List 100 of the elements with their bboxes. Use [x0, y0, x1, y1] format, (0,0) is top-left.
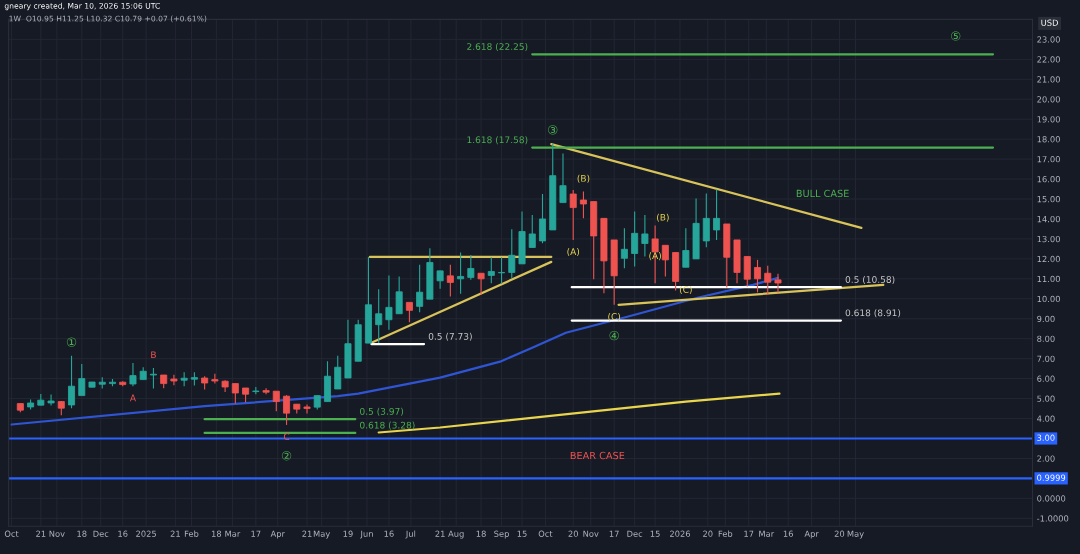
candlestick [303, 404, 311, 415]
x-tick-label: 16 [783, 530, 793, 537]
y-tick-label: 11.00 [1037, 275, 1060, 283]
candlestick [702, 192, 710, 248]
candlestick [283, 394, 291, 426]
candlestick [334, 355, 342, 390]
y-tick-label: -1.0000 [1037, 515, 1069, 522]
candlestick [170, 374, 178, 386]
candlestick [385, 274, 393, 331]
x-tick-label: Mar [225, 530, 241, 537]
annotation: 0.5 (3.97) [360, 407, 404, 416]
candlestick [713, 188, 721, 241]
y-tick-label: 9.00 [1037, 315, 1055, 323]
y-tick-label: 7.00 [1037, 355, 1055, 362]
annotation: 1.618 (17.58) [467, 136, 528, 145]
y-tick-label: 16.00 [1037, 176, 1060, 183]
y-tick-label: 23.00 [1037, 36, 1060, 43]
candlestick [579, 191, 587, 219]
x-tick-label: 20 [568, 530, 578, 537]
x-tick-label: 2025 [136, 530, 156, 537]
y-tick-label: 20.00 [1037, 96, 1060, 103]
candlestick [272, 390, 280, 412]
candlestick [539, 193, 546, 244]
candlestick [68, 355, 76, 409]
x-tick-label: 2026 [669, 530, 691, 537]
x-tick-label: Dec [93, 530, 109, 537]
y-axis-title: USD [1041, 19, 1058, 26]
x-tick-label: 21 [36, 530, 46, 537]
x-tick-label: 19 [343, 530, 353, 537]
candlestick [569, 189, 577, 241]
y-tick-label: 5.00 [1037, 395, 1055, 402]
x-tick-label: Mar [759, 530, 775, 537]
annotation: BEAR CASE [570, 451, 625, 460]
x-tick-label: Aug [448, 530, 464, 539]
y-tick-label: 6.00 [1037, 375, 1055, 382]
candlestick [754, 259, 761, 293]
y-tick-label: 2.00 [1037, 455, 1055, 462]
x-tick-label: Feb [184, 530, 199, 537]
candlestick [620, 227, 628, 269]
annotation: 0.618 (8.91) [845, 309, 901, 318]
y-tick-label: 12.00 [1037, 255, 1060, 263]
x-tick-label: 17 [251, 530, 261, 537]
candlestick [446, 264, 454, 297]
candlestick [477, 272, 485, 296]
x-tick-label: Oct [538, 530, 553, 537]
x-tick-label: 18 [77, 530, 87, 537]
candlestick [764, 265, 772, 296]
x-tick-label: 18 [211, 530, 222, 537]
annotation: A [129, 394, 136, 402]
annotation: ① [66, 337, 77, 347]
x-tick-label: Jun [360, 530, 373, 539]
candlestick [743, 255, 751, 287]
y-tick-label: 19.00 [1037, 116, 1060, 123]
annotation: (A) [567, 248, 580, 257]
y-tick-label: 22.00 [1037, 56, 1060, 63]
x-tick-label: 21 [302, 530, 312, 537]
annotation: ⑤ [951, 31, 961, 41]
candlestick [487, 256, 495, 284]
annotation: 0.618 (3.28) [360, 421, 415, 430]
x-tick-label: 17 [744, 530, 754, 537]
candlestick [661, 244, 669, 277]
candlestick [78, 363, 86, 397]
x-tick-label: Oct [4, 530, 19, 537]
x-tick-label: Feb [718, 530, 733, 537]
annotation: 0.5 (7.73) [428, 332, 472, 341]
x-tick-label: 15 [517, 530, 527, 537]
candlestick [129, 362, 137, 387]
x-tick-label: May [847, 530, 864, 539]
ref-line-label: 0.9999 [1037, 474, 1066, 481]
candlestick [508, 228, 516, 279]
candlestick [231, 383, 239, 405]
y-tick-label: 14.00 [1037, 215, 1060, 223]
candlestick [395, 275, 403, 315]
x-tick-label: Nov [583, 530, 599, 537]
x-tick-label: Jul [405, 530, 416, 539]
candlestick [528, 214, 536, 249]
annotation: (B) [657, 213, 669, 222]
x-tick-label: Sep [494, 530, 509, 539]
annotation: ② [281, 451, 292, 461]
y-tick-label: 21.00 [1037, 76, 1060, 83]
x-tick-label: 20 [703, 530, 713, 537]
x-tick-label: 21 [170, 530, 180, 537]
candlestick [375, 288, 383, 344]
candlestick [641, 214, 649, 258]
candlestick [559, 152, 567, 204]
x-tick-label: 17 [609, 530, 619, 537]
y-tick-label: 17.00 [1037, 156, 1060, 163]
x-tick-label: May [313, 530, 331, 539]
annotation: (B) [577, 174, 590, 183]
annotation: C [283, 433, 290, 441]
x-tick-label: 15 [650, 530, 660, 537]
y-tick-label: 18.00 [1037, 136, 1060, 143]
candlestick [457, 251, 465, 295]
candlestick [631, 211, 639, 268]
x-tick-label: Nov [49, 530, 65, 537]
y-tick-label: 10.00 [1037, 295, 1060, 303]
annotation: ④ [609, 330, 619, 341]
candlestick [405, 301, 413, 323]
candlestick [149, 367, 157, 390]
y-tick-label: 13.00 [1037, 235, 1060, 243]
